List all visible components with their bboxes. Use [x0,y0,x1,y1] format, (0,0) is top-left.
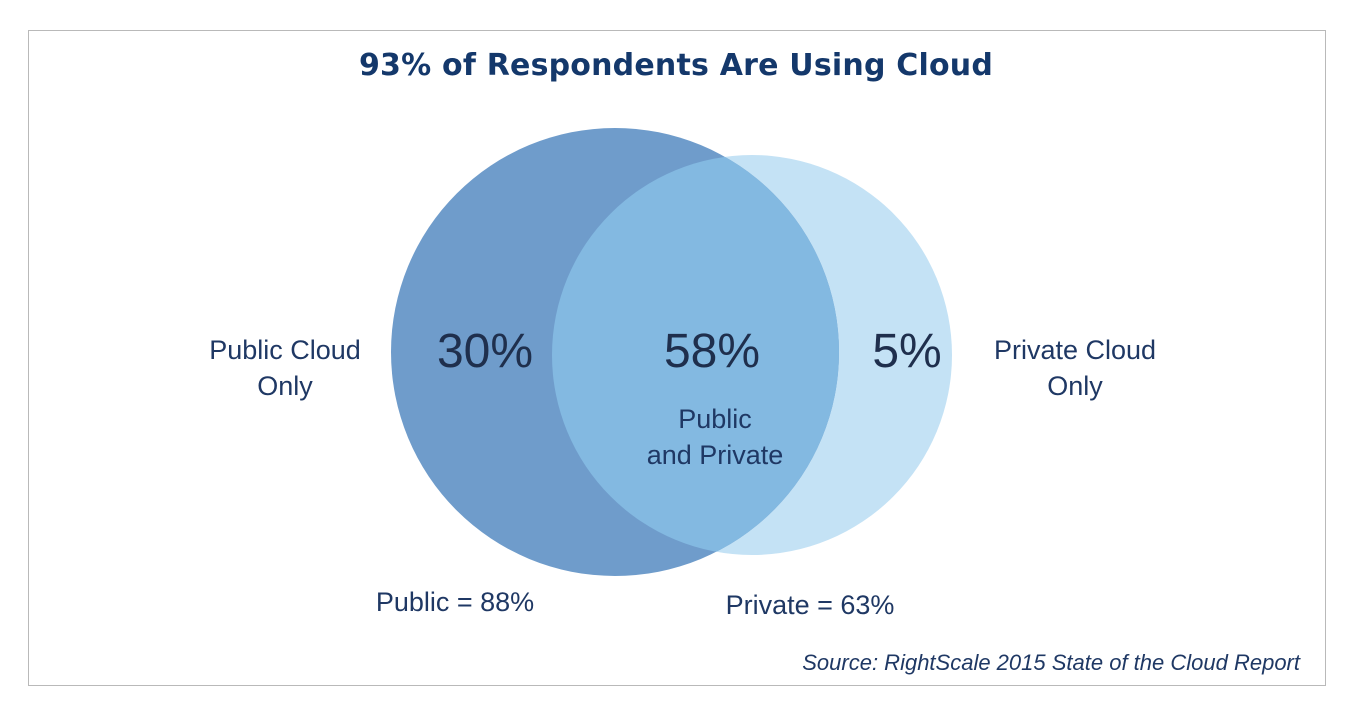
both-label-line2: and Private [646,440,784,470]
private-only-value: 5% [872,325,942,378]
public-only-label-line2: Only [257,371,313,401]
private-only-label-line1: Private Cloud [993,335,1157,365]
both-label: Public and Private [580,401,850,473]
public-total-label: Public = 88% [375,587,535,617]
overlap-region [552,155,839,555]
chart-title: 93% of Respondents Are Using Cloud [358,48,994,83]
source-note: Source: RightScale 2015 State of the Clo… [802,650,1300,675]
public-only-value: 30% [436,325,534,378]
private-total-label: Private = 63% [725,590,895,620]
both-label-line1: Public [678,404,752,434]
public-only-label: Public Cloud Only [150,332,420,404]
private-only-label-line2: Only [1047,371,1103,401]
both-value: 58% [663,325,761,378]
public-only-label-line1: Public Cloud [209,335,361,365]
private-only-label: Private Cloud Only [940,332,1210,404]
